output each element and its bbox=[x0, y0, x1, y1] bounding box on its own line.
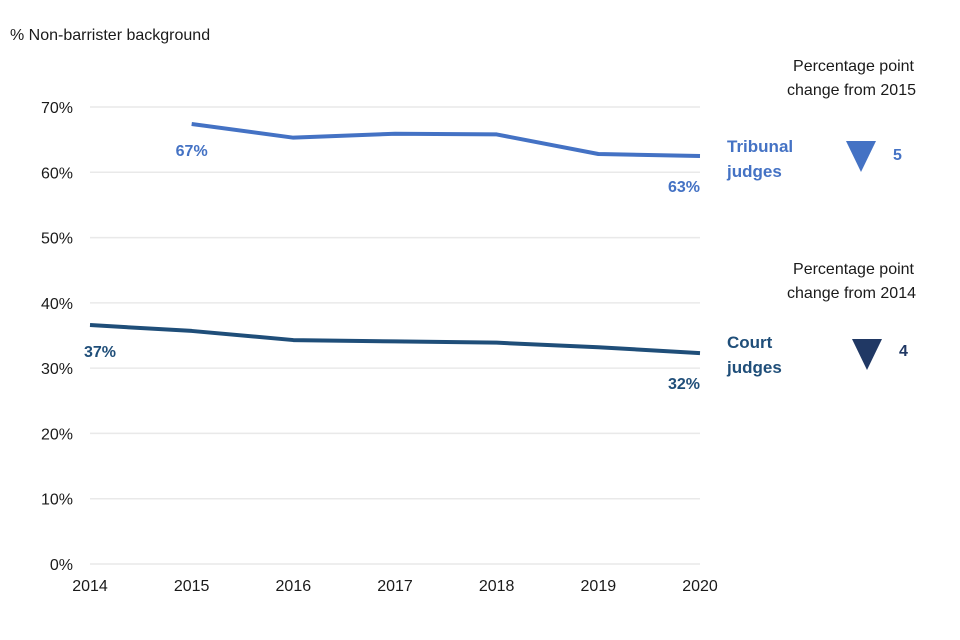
court-judges-change-note-line2: change from 2014 bbox=[787, 285, 916, 302]
tribunal-judges-end-label: 63% bbox=[668, 179, 700, 196]
y-tick-label: 20% bbox=[41, 426, 73, 443]
court-judges-name-line2: judges bbox=[726, 358, 782, 377]
y-tick-label: 10% bbox=[41, 492, 73, 509]
y-tick-label: 50% bbox=[41, 231, 73, 248]
x-tick-label: 2017 bbox=[377, 578, 413, 595]
court-judges-name-line1: Court bbox=[727, 333, 773, 352]
series-lines bbox=[89, 121, 701, 356]
tribunal-judges-down-triangle-icon bbox=[846, 141, 876, 172]
data-labels: 67% 63% 37% 32% bbox=[84, 143, 700, 393]
y-tick-label: 40% bbox=[41, 296, 73, 313]
x-tick-label: 2018 bbox=[479, 578, 515, 595]
tribunal-judges-name-line1: Tribunal bbox=[727, 137, 793, 156]
x-axis-ticks: 2014 2015 2016 2017 2018 2019 2020 bbox=[72, 578, 718, 595]
y-tick-label: 70% bbox=[41, 100, 73, 117]
y-tick-label: 60% bbox=[41, 165, 73, 182]
tribunal-judges-name-line2: judges bbox=[726, 162, 782, 181]
x-tick-label: 2019 bbox=[581, 578, 617, 595]
y-axis-ticks: 0% 10% 20% 30% 40% 50% 60% 70% bbox=[41, 100, 73, 574]
court-judges-start-label: 37% bbox=[84, 344, 116, 361]
y-tick-label: 0% bbox=[50, 557, 73, 574]
gridlines bbox=[90, 106, 700, 565]
court-judges-down-triangle-icon bbox=[852, 339, 882, 370]
tribunal-judges-line bbox=[191, 121, 701, 158]
x-tick-label: 2014 bbox=[72, 578, 108, 595]
court-judges-change-note-line1: Percentage point bbox=[793, 261, 915, 278]
x-tick-label: 2015 bbox=[174, 578, 210, 595]
court-judges-line bbox=[89, 323, 701, 356]
series-annotations: Percentage point change from 2015 Tribunal… bbox=[726, 58, 916, 377]
court-judges-end-label: 32% bbox=[668, 376, 700, 393]
tribunal-judges-start-label: 67% bbox=[176, 143, 208, 160]
tribunal-judges-change-note-line1: Percentage point bbox=[793, 58, 915, 75]
tribunal-judges-change-note-line2: change from 2015 bbox=[787, 82, 916, 99]
x-tick-label: 2016 bbox=[276, 578, 312, 595]
y-axis-title: % Non-barrister background bbox=[10, 27, 210, 44]
x-tick-label: 2020 bbox=[682, 578, 718, 595]
tribunal-judges-change-value: 5 bbox=[893, 147, 902, 164]
court-judges-change-value: 4 bbox=[899, 343, 908, 360]
y-tick-label: 30% bbox=[41, 361, 73, 378]
